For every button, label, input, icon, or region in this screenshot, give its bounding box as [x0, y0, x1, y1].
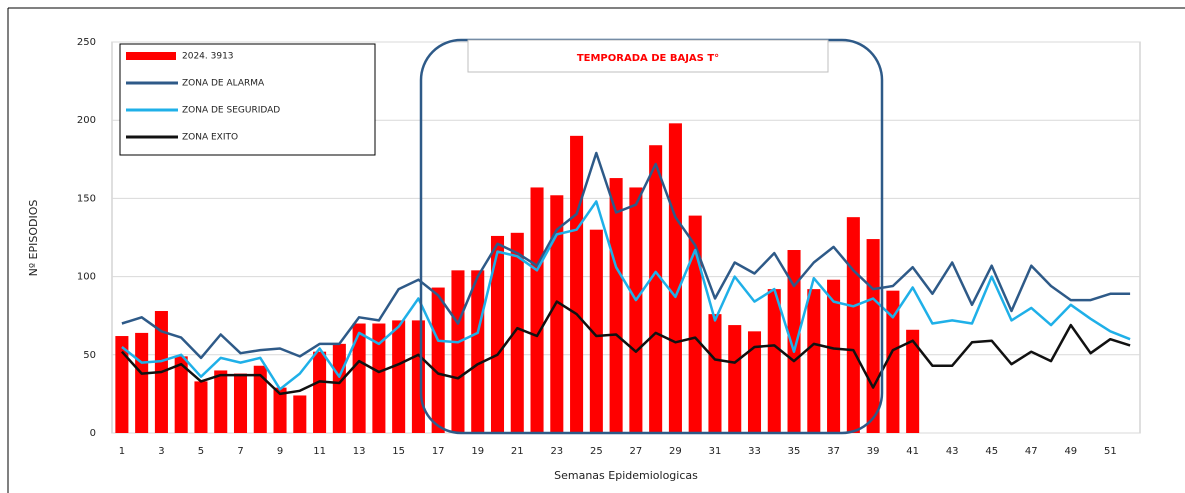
bar	[471, 270, 485, 433]
bar	[451, 270, 465, 433]
bar	[886, 290, 900, 433]
x-tick-label: 11	[313, 446, 326, 457]
x-tick-label: 1	[119, 446, 125, 457]
y-tick-label: 150	[77, 193, 96, 204]
bar	[313, 351, 327, 433]
y-tick-label: 200	[77, 115, 96, 126]
bar	[135, 332, 149, 433]
bar	[866, 239, 880, 433]
bar	[846, 217, 860, 433]
bar	[392, 320, 406, 433]
legend-label: 2024. 3913	[182, 52, 234, 62]
x-tick-label: 3	[158, 446, 164, 457]
bar	[490, 235, 505, 433]
legend-label: ZONA EXITO	[182, 133, 238, 143]
bar	[431, 287, 445, 433]
bar	[807, 289, 821, 433]
bar	[194, 381, 208, 433]
bar	[570, 135, 584, 433]
x-tick-label: 31	[709, 446, 722, 457]
y-tick-label: 100	[77, 272, 96, 283]
x-tick-label: 39	[867, 446, 880, 457]
y-axis-label: Nº EPISODIOS	[27, 200, 40, 277]
x-tick-label: 9	[277, 446, 283, 457]
x-tick-label: 7	[237, 446, 243, 457]
annotation-box	[467, 39, 829, 73]
bar	[827, 279, 841, 433]
legend-label: ZONA DE ALARMA	[182, 79, 265, 89]
bar	[688, 215, 702, 433]
x-tick-label: 15	[392, 446, 405, 457]
x-tick-label: 27	[630, 446, 643, 457]
x-tick-label: 51	[1104, 446, 1117, 457]
bar	[174, 356, 188, 433]
annotation: TEMPORADA DE BAJAS T°	[577, 53, 719, 64]
bar	[767, 289, 781, 433]
y-tick-label: 0	[90, 428, 96, 439]
x-tick-label: 13	[353, 446, 366, 457]
bar	[649, 145, 663, 433]
bar	[906, 329, 920, 433]
y-tick-label: 250	[77, 37, 96, 48]
bar	[115, 336, 129, 433]
x-tick-label: 29	[669, 446, 682, 457]
x-tick-label: 23	[550, 446, 563, 457]
bar	[273, 387, 287, 433]
x-tick-label: 43	[946, 446, 959, 457]
bar	[629, 187, 643, 433]
x-tick-label: 37	[827, 446, 840, 457]
x-axis-label: Semanas Epidemiologicas	[554, 469, 698, 482]
x-tick-label: 49	[1064, 446, 1077, 457]
y-tick-label: 50	[83, 350, 96, 361]
bar	[510, 232, 524, 433]
x-tick-label: 21	[511, 446, 524, 457]
bar	[253, 365, 267, 433]
x-tick-label: 35	[788, 446, 801, 457]
bar	[787, 250, 801, 433]
bar	[589, 229, 603, 433]
bar	[411, 320, 425, 433]
bar	[233, 373, 248, 433]
x-tick-label: 5	[198, 446, 204, 457]
series-line	[121, 200, 1131, 391]
x-tick-label: 47	[1025, 446, 1038, 457]
bar	[728, 325, 742, 433]
series-line	[121, 151, 1131, 360]
bar	[708, 314, 722, 433]
x-tick-label: 45	[985, 446, 998, 457]
bar	[332, 343, 346, 433]
series-line	[120, 300, 1131, 396]
bar	[747, 331, 762, 433]
x-tick-label: 25	[590, 446, 603, 457]
bar	[668, 123, 682, 433]
x-tick-label: 41	[906, 446, 919, 457]
bar	[372, 323, 386, 433]
bar	[530, 187, 544, 433]
bar	[293, 395, 307, 433]
x-tick-label: 17	[432, 446, 445, 457]
legend-label: ZONA DE SEGURIDAD	[182, 106, 280, 116]
x-tick-label: 33	[748, 446, 761, 457]
bar	[352, 323, 366, 433]
x-tick-label: 19	[471, 446, 484, 457]
bar	[550, 195, 564, 433]
bar	[214, 370, 228, 433]
legend-swatch	[126, 52, 176, 60]
bar	[609, 178, 623, 433]
